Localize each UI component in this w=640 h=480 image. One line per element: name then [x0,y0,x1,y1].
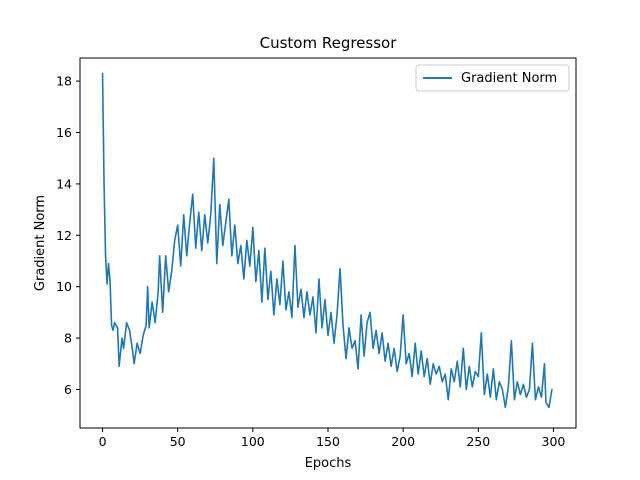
x-tick-label: 250 [466,434,490,449]
y-tick-label: 16 [56,125,72,140]
plot-area [101,72,553,409]
x-tick-label: 100 [241,434,265,449]
y-tick-label: 18 [56,74,72,89]
y-tick-label: 14 [56,176,72,191]
y-tick-label: 8 [64,331,72,346]
legend: Gradient Norm [415,64,570,92]
y-axis-label: Gradient Norm [33,195,48,291]
legend-entry-gradient-norm: Gradient Norm [461,71,557,86]
y-tick-label: 12 [56,228,72,243]
x-axis-label: Epochs [305,456,352,471]
legend-box [415,64,570,92]
y-tick-label: 6 [64,382,72,397]
x-tick-label: 150 [316,434,340,449]
x-tick-label: 300 [542,434,566,449]
chart-title: Custom Regressor [260,34,398,52]
y-tick-label: 10 [56,279,72,294]
y-axis-ticks: 6 8 10 12 14 16 18 [56,74,80,397]
x-tick-label: 50 [170,434,186,449]
series-line-gradient-norm [101,72,553,409]
x-tick-label: 200 [391,434,415,449]
x-axis-ticks: 0 50 100 150 200 250 300 [99,428,566,449]
x-tick-label: 0 [99,434,107,449]
